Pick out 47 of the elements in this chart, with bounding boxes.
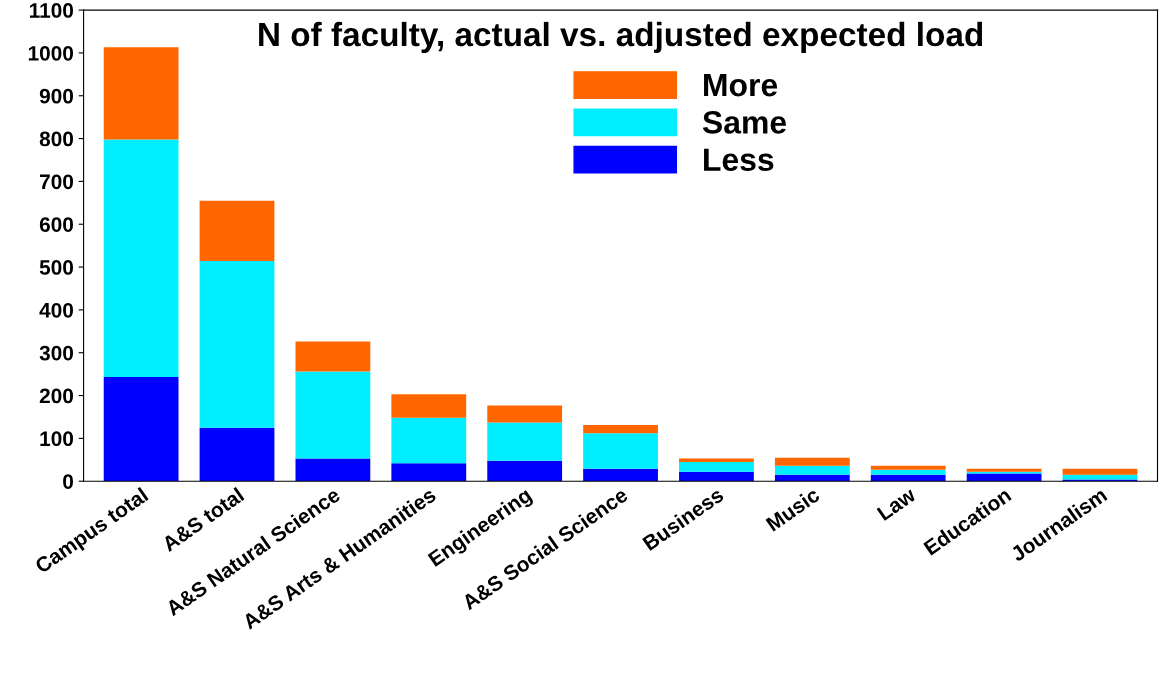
bar: [774, 474, 850, 482]
bar: [391, 417, 467, 464]
y-tick-label: 600: [39, 217, 74, 232]
bar: [199, 261, 275, 428]
bar: [774, 465, 850, 475]
bar: [870, 469, 946, 475]
y-tick-label: 300: [39, 345, 74, 361]
bar: [487, 405, 563, 423]
x-tick-label: A&S total: [160, 486, 245, 553]
bar: [295, 458, 371, 482]
y-tick-label: 1100: [29, 3, 74, 18]
bar: [679, 471, 754, 482]
bar: [103, 139, 179, 378]
legend-label: Less: [704, 148, 774, 171]
bar: [679, 461, 754, 472]
bar: [487, 460, 563, 482]
bar: [870, 474, 946, 482]
y-tick-label: 500: [39, 260, 74, 275]
bar: [583, 468, 658, 482]
y-tick-label: 900: [39, 88, 74, 104]
bar: [870, 465, 946, 470]
y-tick-label: 400: [39, 302, 74, 318]
legend-label: More: [704, 74, 778, 97]
x-tick-label: Law: [876, 486, 918, 522]
bar: [103, 377, 179, 482]
y-tick-label: 0: [63, 474, 74, 489]
bar: [295, 371, 371, 459]
bar: [295, 341, 371, 372]
bar: [774, 457, 850, 466]
bar: [966, 473, 1042, 482]
bar: [103, 47, 179, 140]
y-tick-label: 1000: [28, 45, 74, 61]
bar: [199, 200, 275, 262]
y-tick-label: 800: [39, 131, 74, 147]
y-tick-label: 700: [40, 174, 74, 190]
chart-title: N of faculty, actual vs. adjusted expected load: [259, 21, 983, 53]
y-tick-label: 100: [40, 431, 74, 447]
bar: [583, 425, 658, 434]
bar: [583, 433, 658, 469]
bar: [391, 394, 467, 418]
bar: [1062, 468, 1138, 475]
legend-label: Same: [702, 111, 787, 134]
bar: [487, 422, 563, 461]
bar: [679, 458, 754, 462]
bar: [391, 463, 467, 482]
bar: [199, 427, 275, 482]
y-tick-label: 200: [39, 388, 74, 404]
